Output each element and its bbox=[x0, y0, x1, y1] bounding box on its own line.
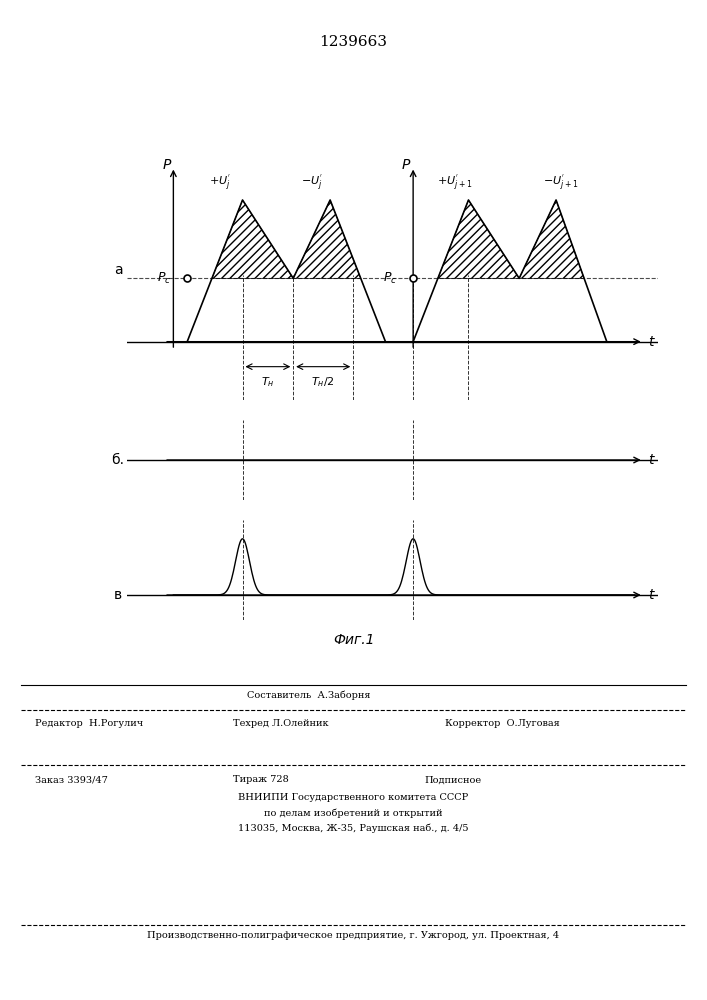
Text: P: P bbox=[402, 158, 410, 172]
Text: Заказ 3393/47: Заказ 3393/47 bbox=[35, 776, 108, 784]
Text: ВНИИПИ Государственного комитета СССР: ВНИИПИ Государственного комитета СССР bbox=[238, 794, 469, 802]
Text: $-U^{'}_{j}$: $-U^{'}_{j}$ bbox=[301, 172, 322, 192]
Text: $-U^{'}_{j+1}$: $-U^{'}_{j+1}$ bbox=[543, 172, 578, 192]
Text: $T_н/2$: $T_н/2$ bbox=[312, 375, 335, 389]
Text: Техред Л.Олейник: Техред Л.Олейник bbox=[233, 718, 329, 728]
Text: Составитель  А.Заборня: Составитель А.Заборня bbox=[247, 690, 371, 700]
Text: Фиг.1: Фиг.1 bbox=[333, 633, 374, 647]
Text: Производственно-полиграфическое предприятие, г. Ужгород, ул. Проектная, 4: Производственно-полиграфическое предприя… bbox=[148, 930, 559, 940]
Text: $+U^{'}_{j+1}$: $+U^{'}_{j+1}$ bbox=[437, 172, 472, 192]
Text: Корректор  О.Луговая: Корректор О.Луговая bbox=[445, 718, 560, 728]
Text: $+U^{'}_{j}$: $+U^{'}_{j}$ bbox=[209, 172, 230, 192]
Text: по делам изобретений и открытий: по делам изобретений и открытий bbox=[264, 808, 443, 818]
Text: t: t bbox=[648, 335, 654, 349]
Text: $P_c$: $P_c$ bbox=[157, 271, 171, 286]
Text: t: t bbox=[648, 453, 654, 467]
Text: Редактор  Н.Рогулич: Редактор Н.Рогулич bbox=[35, 718, 144, 728]
Text: $T_н$: $T_н$ bbox=[261, 375, 275, 389]
Text: Подписное: Подписное bbox=[424, 776, 481, 784]
Text: P: P bbox=[163, 158, 170, 172]
Text: 113035, Москва, Ж-35, Раушская наб., д. 4/5: 113035, Москва, Ж-35, Раушская наб., д. … bbox=[238, 823, 469, 833]
Text: $P_c$: $P_c$ bbox=[382, 271, 397, 286]
Text: Тираж 728: Тираж 728 bbox=[233, 776, 289, 784]
Text: б.: б. bbox=[112, 453, 124, 467]
Text: 1239663: 1239663 bbox=[320, 35, 387, 49]
Text: t: t bbox=[648, 588, 654, 602]
Text: в: в bbox=[114, 588, 122, 602]
Text: а: а bbox=[114, 263, 122, 277]
